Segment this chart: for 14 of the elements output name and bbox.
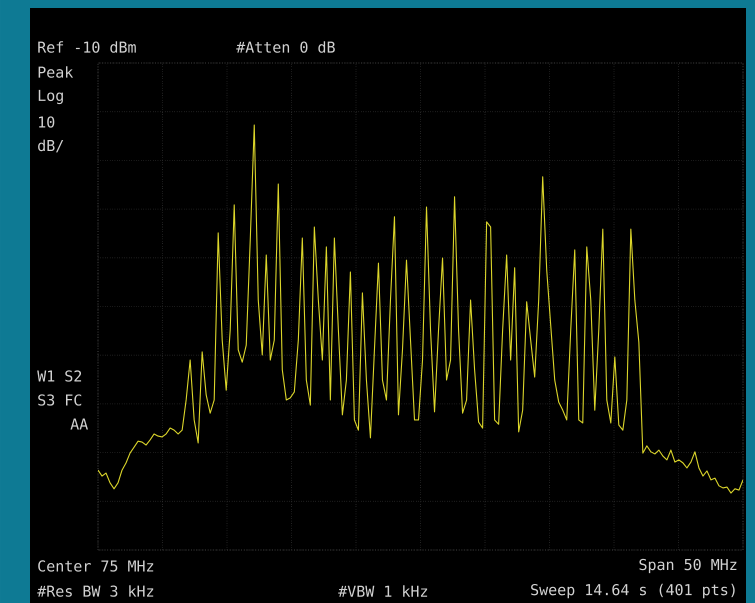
text: Peak xyxy=(38,66,74,78)
text: dB/ xyxy=(38,140,64,152)
text: Ref -10 dBm xyxy=(38,41,136,53)
text: #VBW 1 kHz xyxy=(338,585,428,597)
text: Sweep 14.64 s (401 pts) xyxy=(531,584,735,598)
text: W1 S2 xyxy=(37,370,82,382)
text: S3 FC xyxy=(38,394,82,406)
text: 10 xyxy=(39,116,54,128)
text: #Res BW 3 kHz xyxy=(37,585,154,597)
text: Center 75 MHz xyxy=(38,560,154,572)
text: Span 50 MHz xyxy=(639,558,736,574)
text: AA xyxy=(70,418,88,430)
text: Log xyxy=(38,90,63,104)
text: #Atten 0 dB xyxy=(236,41,335,53)
